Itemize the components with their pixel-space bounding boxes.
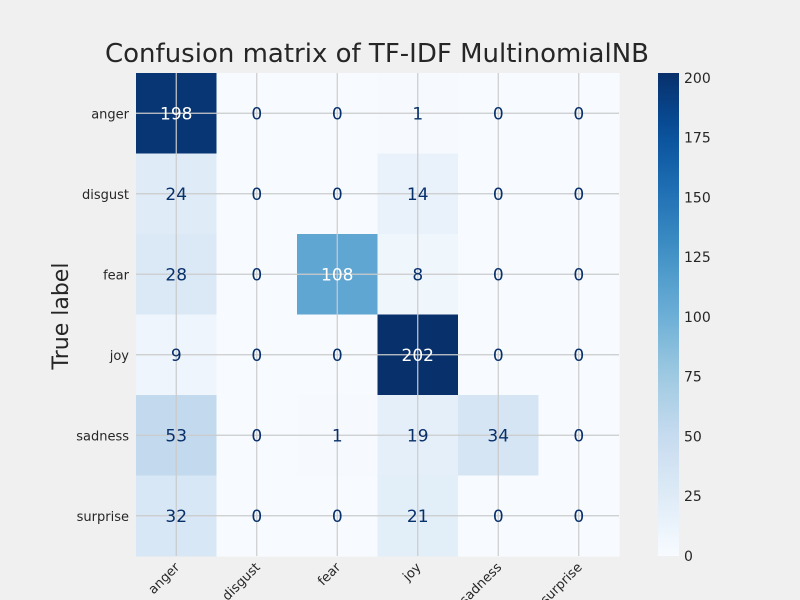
cell-value-label: 0 bbox=[493, 346, 504, 366]
cell-value-label: 19 bbox=[407, 426, 429, 446]
colorbar-gradient bbox=[658, 73, 679, 556]
cell-value-label: 1 bbox=[332, 426, 343, 446]
cell-value-label: 0 bbox=[332, 507, 343, 527]
colorbar-tick-label: 150 bbox=[684, 190, 711, 206]
cell-value-label: 0 bbox=[251, 346, 262, 366]
cell-value-label: 0 bbox=[332, 346, 343, 366]
cell-value-label: 0 bbox=[251, 507, 262, 527]
cell-value-label: 24 bbox=[165, 185, 187, 205]
cell-value-label: 0 bbox=[573, 426, 584, 446]
y-tick-label: surprise bbox=[77, 510, 129, 525]
cell-value-label: 0 bbox=[573, 265, 584, 285]
colorbar-tick-label: 75 bbox=[684, 370, 702, 386]
y-tick-label: joy bbox=[109, 349, 130, 364]
cell-value-label: 108 bbox=[321, 265, 353, 285]
colorbar-tick-label: 100 bbox=[684, 310, 711, 326]
y-axis-label: True label bbox=[49, 263, 74, 371]
chart-title: Confusion matrix of TF-IDF MultinomialNB bbox=[105, 39, 649, 69]
cell-value-label: 0 bbox=[493, 507, 504, 527]
cell-value-label: 202 bbox=[402, 346, 434, 366]
colorbar-tick-label: 125 bbox=[684, 250, 711, 266]
cell-value-label: 0 bbox=[251, 185, 262, 205]
cell-value-label: 21 bbox=[407, 507, 429, 527]
y-tick-label: anger bbox=[91, 107, 129, 122]
cell-value-label: 0 bbox=[573, 185, 584, 205]
cell-value-label: 53 bbox=[165, 426, 187, 446]
y-tick-label: fear bbox=[103, 268, 130, 283]
cell-value-label: 0 bbox=[493, 185, 504, 205]
cell-value-label: 0 bbox=[332, 104, 343, 124]
colorbar-tick-label: 50 bbox=[684, 429, 702, 445]
cell-value-label: 32 bbox=[165, 507, 187, 527]
cell-value-label: 0 bbox=[493, 265, 504, 285]
colorbar-tick-label: 200 bbox=[684, 71, 711, 87]
colorbar-tick-label: 175 bbox=[684, 131, 711, 147]
colorbar-tick-label: 0 bbox=[684, 549, 693, 565]
cell-value-label: 0 bbox=[332, 185, 343, 205]
cell-value-label: 0 bbox=[573, 507, 584, 527]
cell-value-label: 0 bbox=[251, 265, 262, 285]
cell-value-label: 0 bbox=[493, 104, 504, 124]
cell-value-label: 0 bbox=[251, 426, 262, 446]
cell-value-label: 14 bbox=[407, 185, 429, 205]
cell-value-label: 198 bbox=[160, 104, 192, 124]
colorbar: 0 25 50 75 100 125 150 175 200 bbox=[658, 71, 711, 565]
cell-value-label: 0 bbox=[573, 346, 584, 366]
matrix-area: 198 0 0 1 0 0 24 0 0 14 0 0 28 0 108 8 0 0 9 0 0 202 0 0 53 0 1 19 3… bbox=[76, 73, 620, 600]
y-tick-label: disgust bbox=[82, 188, 129, 203]
cell-value-label: 34 bbox=[487, 426, 509, 446]
cell-value-label: 8 bbox=[412, 265, 423, 285]
colorbar-tick-label: 25 bbox=[684, 489, 702, 505]
cell-value-label: 0 bbox=[573, 104, 584, 124]
cell-value-label: 1 bbox=[412, 104, 423, 124]
cell-value-label: 28 bbox=[165, 265, 187, 285]
cell-value-label: 0 bbox=[251, 104, 262, 124]
cell-value-label: 9 bbox=[171, 346, 182, 366]
y-tick-label: sadness bbox=[76, 429, 129, 444]
